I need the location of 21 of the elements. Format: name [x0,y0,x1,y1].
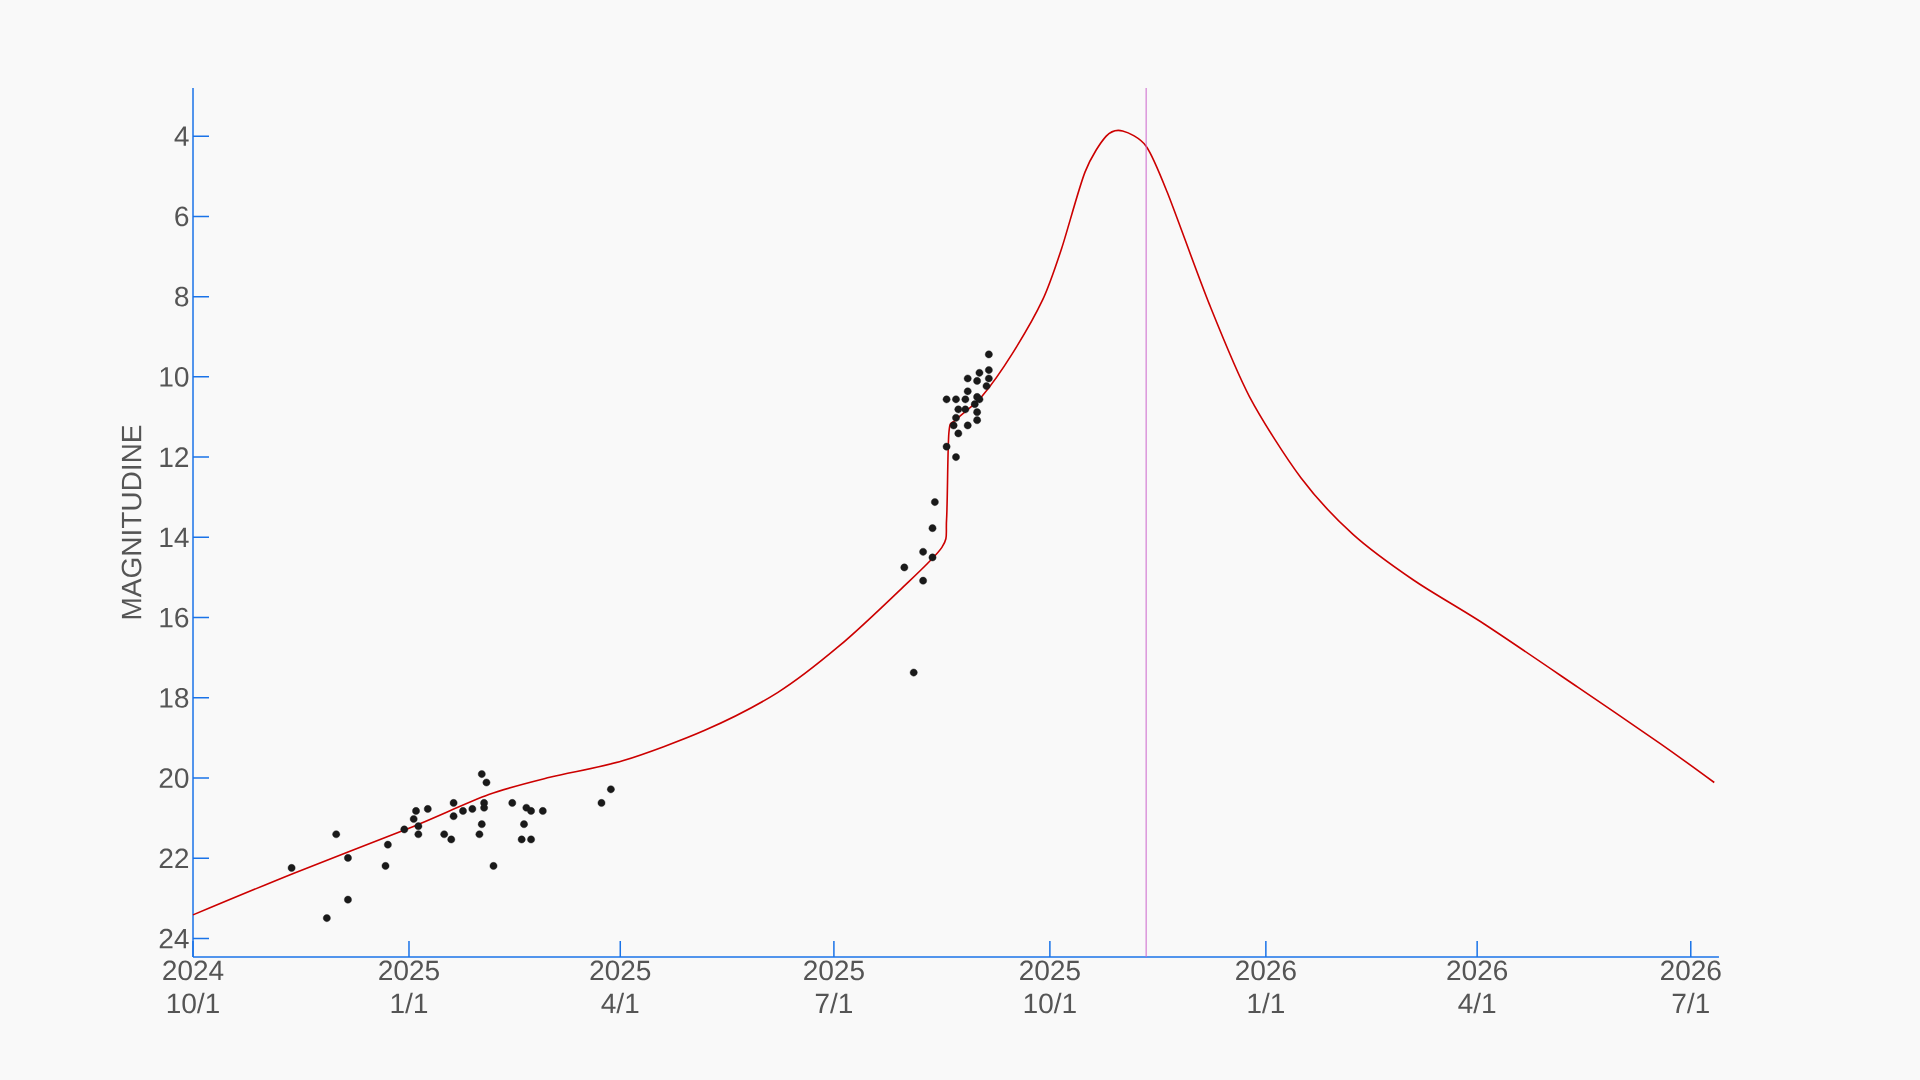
y-tick-label: 4 [174,126,189,146]
y-tick-label: 8 [175,286,189,307]
y-tick-label: 18 [160,687,189,708]
y-tick-label: 12 [160,447,189,467]
y-tick-label: 14 [160,527,189,547]
x-tick-label: 2024 10/1 [163,960,224,1014]
y-tick-label: 22 [159,848,189,869]
y-tick-label: 6 [175,206,189,227]
y-tick-label: 10 [160,366,189,387]
y-axis-title: MAGNITUDINE [121,425,142,619]
y-tick-label: 24 [159,928,189,949]
x-tick-label: 2026 1/1 [1236,960,1296,1014]
x-tick-label: 2025 7/1 [804,960,864,1014]
x-tick-label: 2026 4/1 [1447,960,1508,1014]
line-series [192,129,1716,916]
x-tick-label: 2025 1/1 [379,960,439,1014]
y-tick-label: 16 [160,607,189,628]
x-tick-label: 2025 10/1 [1020,960,1080,1014]
x-tick-label: 2025 4/1 [590,960,651,1014]
y-tick-label: 20 [159,768,189,788]
x-tick-label: 2026 7/1 [1661,960,1721,1014]
